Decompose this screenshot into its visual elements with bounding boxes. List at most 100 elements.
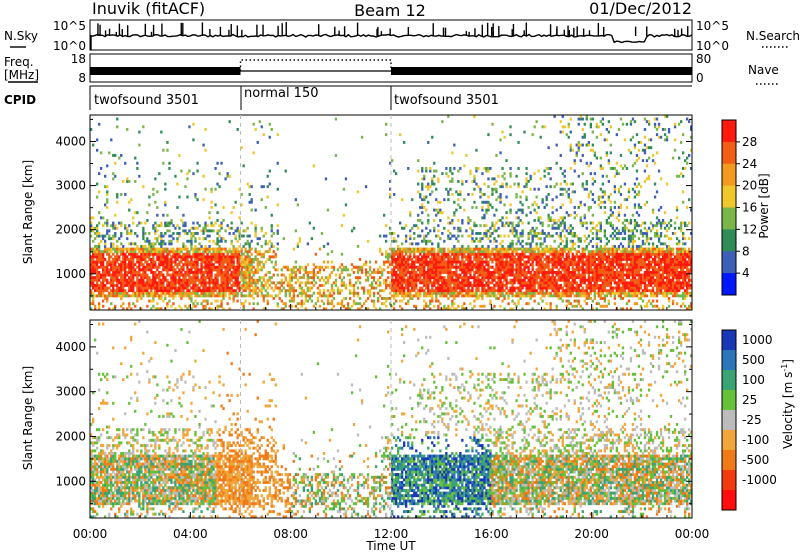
range-cell	[220, 224, 222, 227]
range-cell	[222, 271, 224, 274]
range-cell	[148, 276, 150, 279]
range-cell	[335, 274, 337, 277]
range-cell	[451, 281, 453, 284]
range-cell	[578, 284, 580, 287]
range-cell	[481, 253, 483, 256]
range-cell	[530, 279, 532, 282]
range-cell	[511, 263, 513, 266]
range-cell	[425, 271, 427, 274]
range-cell	[301, 302, 303, 305]
range-cell	[136, 162, 138, 165]
range-cell	[335, 118, 337, 121]
range-cell	[114, 250, 116, 253]
range-cell	[351, 268, 353, 271]
range-cell	[96, 224, 98, 227]
range-cell	[578, 294, 580, 297]
range-cell	[309, 289, 311, 292]
range-cell	[162, 214, 164, 217]
range-cell	[251, 279, 253, 282]
range-cell	[158, 287, 160, 290]
range-cell	[305, 281, 307, 284]
range-cell	[158, 224, 160, 227]
range-cell	[96, 274, 98, 277]
range-cell	[186, 240, 188, 243]
range-cell	[564, 276, 566, 279]
range-cell	[255, 250, 257, 253]
range-cell	[281, 289, 283, 292]
range-cell	[475, 297, 477, 300]
range-cell	[98, 190, 100, 193]
range-cell	[277, 162, 279, 165]
range-cell	[220, 258, 222, 261]
range-cell	[554, 248, 556, 251]
range-cell	[407, 281, 409, 284]
range-cell	[249, 250, 251, 253]
range-cell	[495, 190, 497, 193]
range-cell	[534, 255, 536, 258]
range-cell	[513, 258, 515, 261]
range-cell	[184, 263, 186, 266]
range-cell	[202, 232, 204, 235]
range-cell	[237, 276, 239, 279]
range-cell	[114, 258, 116, 261]
range-cell	[208, 258, 210, 261]
range-cell	[483, 279, 485, 282]
range-cell	[140, 276, 142, 279]
range-cell	[124, 274, 126, 277]
range-cell	[562, 255, 564, 258]
range-cell	[218, 274, 220, 277]
range-cell	[271, 235, 273, 238]
range-cell	[231, 266, 233, 269]
range-cell	[277, 281, 279, 284]
range-cell	[467, 255, 469, 258]
range-cell	[536, 279, 538, 282]
range-cell	[154, 248, 156, 251]
range-cell	[431, 180, 433, 183]
range-cell	[570, 294, 572, 297]
range-cell	[487, 261, 489, 264]
range-cell	[536, 235, 538, 238]
range-cell	[511, 261, 513, 264]
range-cell	[126, 248, 128, 251]
range-cell	[459, 248, 461, 251]
range-cell	[339, 266, 341, 269]
range-cell	[491, 248, 493, 251]
range-cell	[570, 131, 572, 134]
range-cell	[146, 266, 148, 269]
range-cell	[528, 258, 530, 261]
range-cell	[427, 261, 429, 264]
range-cell	[134, 250, 136, 253]
range-cell	[218, 263, 220, 266]
range-cell	[186, 248, 188, 251]
range-cell	[459, 284, 461, 287]
range-cell	[190, 287, 192, 290]
range-cell	[190, 271, 192, 274]
range-cell	[525, 271, 527, 274]
range-cell	[487, 266, 489, 269]
range-cell	[325, 276, 327, 279]
range-cell	[560, 261, 562, 264]
range-cell	[180, 281, 182, 284]
range-cell	[277, 224, 279, 227]
range-cell	[399, 266, 401, 269]
range-cell	[231, 292, 233, 295]
range-cell	[487, 289, 489, 292]
range-cell	[190, 245, 192, 248]
range-cell	[523, 279, 525, 282]
range-cell	[255, 209, 257, 212]
range-cell	[132, 250, 134, 253]
range-cell	[578, 250, 580, 253]
range-cell	[120, 266, 122, 269]
range-cell	[283, 287, 285, 290]
range-cell	[582, 271, 584, 274]
range-cell	[562, 276, 564, 279]
range-cell	[413, 279, 415, 282]
range-cell	[108, 248, 110, 251]
range-cell	[172, 302, 174, 305]
range-cell	[108, 237, 110, 240]
range-cell	[341, 224, 343, 227]
range-cell	[580, 253, 582, 256]
range-cell	[497, 253, 499, 256]
range-cell	[158, 281, 160, 284]
range-cell	[337, 302, 339, 305]
